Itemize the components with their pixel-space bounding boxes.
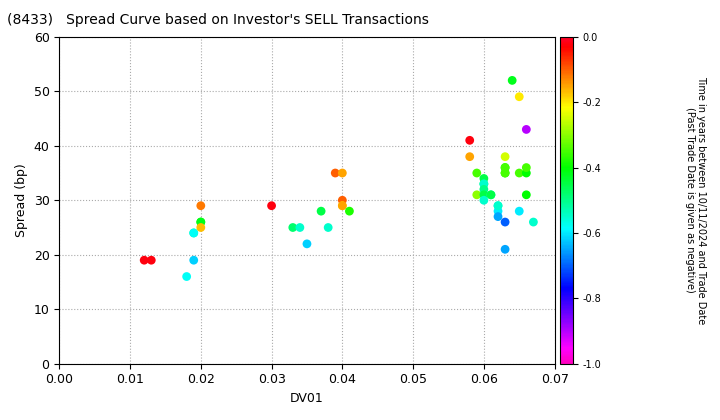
Point	[521, 170, 532, 176]
Point	[478, 186, 490, 193]
Point	[188, 230, 199, 236]
Point	[500, 164, 511, 171]
Point	[195, 219, 207, 226]
Point	[464, 137, 475, 144]
Point	[478, 181, 490, 187]
Point	[471, 170, 482, 176]
Point	[528, 219, 539, 226]
Point	[513, 208, 525, 215]
Point	[500, 246, 511, 253]
Point	[500, 153, 511, 160]
Point	[464, 153, 475, 160]
Point	[343, 208, 355, 215]
Point	[492, 202, 504, 209]
Point	[323, 224, 334, 231]
Point	[492, 202, 504, 209]
Point	[138, 257, 150, 264]
Point	[513, 170, 525, 176]
Point	[195, 224, 207, 231]
Point	[478, 175, 490, 182]
Point	[492, 208, 504, 215]
Point	[336, 202, 348, 209]
Point	[471, 192, 482, 198]
Point	[485, 192, 497, 198]
Point	[485, 192, 497, 198]
Point	[478, 181, 490, 187]
Point	[500, 219, 511, 226]
Point	[188, 230, 199, 236]
Y-axis label: Spread (bp): Spread (bp)	[15, 163, 28, 237]
Point	[336, 197, 348, 204]
Point	[330, 170, 341, 176]
Point	[336, 170, 348, 176]
Point	[500, 170, 511, 176]
Point	[513, 93, 525, 100]
Point	[266, 202, 277, 209]
Point	[294, 224, 305, 231]
Point	[336, 202, 348, 209]
Point	[492, 213, 504, 220]
Y-axis label: Time in years between 10/11/2024 and Trade Date
(Past Trade Date is given as neg: Time in years between 10/11/2024 and Tra…	[685, 76, 706, 324]
Point	[521, 164, 532, 171]
Point	[315, 208, 327, 215]
Point	[500, 164, 511, 171]
X-axis label: DV01: DV01	[290, 392, 324, 405]
Point	[301, 241, 312, 247]
Point	[500, 170, 511, 176]
Text: (8433)   Spread Curve based on Investor's SELL Transactions: (8433) Spread Curve based on Investor's …	[7, 13, 429, 26]
Point	[195, 219, 207, 226]
Point	[145, 257, 157, 264]
Point	[478, 192, 490, 198]
Point	[195, 202, 207, 209]
Point	[521, 126, 532, 133]
Point	[188, 257, 199, 264]
Point	[506, 77, 518, 84]
Point	[521, 192, 532, 198]
Point	[478, 197, 490, 204]
Point	[181, 273, 192, 280]
Point	[287, 224, 299, 231]
